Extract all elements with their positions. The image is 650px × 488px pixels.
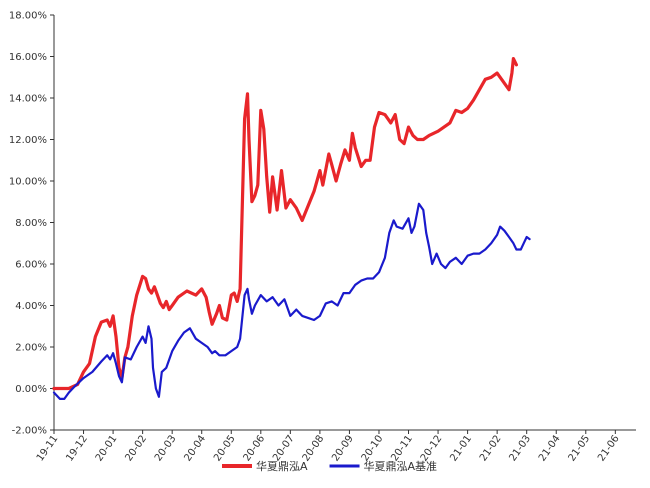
x-tick-label: 21-06 bbox=[596, 433, 622, 463]
y-tick-label: -2.00% bbox=[12, 426, 47, 437]
x-tick-label: 20-04 bbox=[182, 433, 208, 463]
y-tick-label: 6.00% bbox=[15, 260, 47, 271]
x-tick-label: 21-04 bbox=[537, 433, 563, 463]
series-line-1 bbox=[52, 57, 518, 391]
legend-label-2: 华夏鼎泓A基准 bbox=[364, 459, 438, 473]
x-tick-label: 20-07 bbox=[271, 433, 297, 463]
x-tick-label: 20-08 bbox=[301, 433, 327, 463]
legend-label-1: 华夏鼎泓A bbox=[256, 459, 308, 473]
x-tick-label: 20-09 bbox=[330, 433, 356, 463]
x-tick-label: 21-01 bbox=[448, 433, 474, 463]
x-tick-label: 20-03 bbox=[153, 433, 179, 463]
x-tick-label: 21-02 bbox=[478, 433, 504, 463]
y-axis-ticks: -2.00% 0.00% 2.00% 4.00% 6.00% 8.00% 10.00% 12.… bbox=[9, 11, 54, 437]
x-tick-label: 20-11 bbox=[389, 433, 415, 463]
x-tick-label: 21-03 bbox=[507, 433, 533, 463]
y-tick-label: 18.00% bbox=[9, 11, 47, 22]
x-tick-label: 20-05 bbox=[212, 433, 238, 463]
legend: 华夏鼎泓A 华夏鼎泓A基准 bbox=[222, 459, 437, 473]
x-tick-label: 20-10 bbox=[360, 433, 386, 463]
y-tick-label: 2.00% bbox=[15, 343, 47, 354]
x-axis-ticks: 19-11 19-12 20-01 20-02 20-03 20-04 20-05 20-06… bbox=[35, 430, 622, 464]
series-line-2 bbox=[52, 202, 531, 400]
x-tick-label: 20-02 bbox=[123, 433, 149, 463]
x-tick-label: 19-11 bbox=[35, 433, 61, 463]
x-tick-label: 20-06 bbox=[242, 433, 268, 463]
y-tick-label: 12.00% bbox=[9, 135, 47, 146]
x-tick-label: 20-12 bbox=[419, 433, 445, 463]
y-tick-label: 14.00% bbox=[9, 94, 47, 105]
y-tick-label: 10.00% bbox=[9, 177, 47, 188]
y-tick-label: 8.00% bbox=[15, 218, 47, 229]
y-tick-label: 4.00% bbox=[15, 301, 47, 312]
x-tick-label: 19-12 bbox=[64, 433, 90, 463]
series-layer bbox=[52, 57, 531, 400]
y-tick-label: 16.00% bbox=[9, 52, 47, 63]
x-tick-label: 20-01 bbox=[94, 433, 120, 463]
y-tick-label: 0.00% bbox=[15, 384, 47, 395]
x-tick-label: 21-05 bbox=[567, 433, 593, 463]
